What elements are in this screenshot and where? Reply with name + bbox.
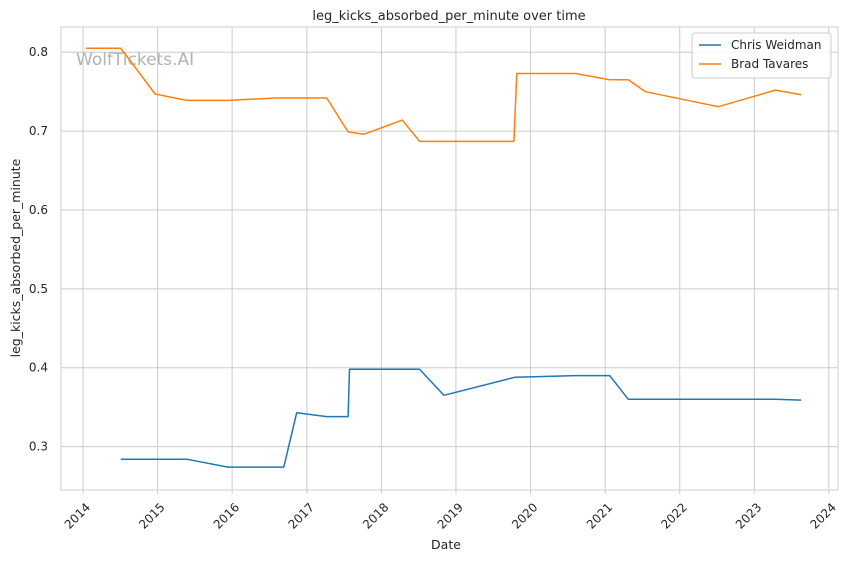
data-point-brad-tavares [774,89,777,92]
data-point-brad-tavares [574,72,577,75]
watermark: WolfTickets.AI [76,50,194,70]
series-line-brad-tavares [85,47,802,143]
data-point-brad-tavares [119,47,122,50]
x-axis-label: Date [431,537,461,552]
y-tick-label: 0.6 [29,203,48,217]
legend-box [691,32,832,79]
data-point-chris-weidman [608,374,611,377]
data-point-brad-tavares [227,99,230,102]
y-axis-ticks: 0.3 0.4 0.5 0.6 0.7 0.8 [29,45,48,453]
data-point-brad-tavares [608,78,611,81]
data-point-chris-weidman [119,458,122,461]
data-point-brad-tavares [515,72,518,75]
data-point-chris-weidman [774,398,777,401]
data-point-brad-tavares [185,99,188,102]
data-point-brad-tavares [84,47,87,50]
y-tick-label: 0.4 [29,361,48,375]
data-point-chris-weidman [185,458,188,461]
legend-label-chris-weidman: Chris Weidman [731,38,821,52]
legend: Chris Weidman Brad Tavares [691,32,832,79]
data-point-chris-weidman [800,399,803,402]
data-point-chris-weidman [574,374,577,377]
y-axis-label: leg_kicks_absorbed_per_minute [8,158,23,357]
y-tick-label: 0.5 [29,282,48,296]
data-point-chris-weidman [418,368,421,371]
y-tick-label: 0.3 [29,440,48,454]
data-point-chris-weidman [295,411,298,414]
chart-title: leg_kicks_absorbed_per_minute over time [312,9,585,24]
data-point-brad-tavares [800,93,803,96]
series-line-chris-weidman [120,368,802,468]
grid [61,27,838,490]
data-point-chris-weidman [325,415,328,418]
data-point-brad-tavares [274,97,277,100]
data-point-brad-tavares [717,105,720,108]
data-point-chris-weidman [442,394,445,397]
y-tick-label: 0.8 [29,45,48,59]
data-point-brad-tavares [401,119,404,122]
data-point-brad-tavares [627,78,630,81]
y-tick-label: 0.7 [29,124,48,138]
data-point-brad-tavares [154,93,157,96]
data-point-chris-weidman [514,376,517,379]
legend-label-brad-tavares: Brad Tavares [731,57,808,71]
data-point-chris-weidman [627,398,630,401]
data-point-chris-weidman [347,415,350,418]
series-layer [84,47,803,469]
data-point-brad-tavares [418,140,421,143]
data-point-chris-weidman [282,466,285,469]
plot-frame [60,26,839,491]
data-point-brad-tavares [512,140,515,143]
data-point-brad-tavares [325,97,328,100]
data-point-chris-weidman [227,466,230,469]
data-point-brad-tavares [347,130,350,133]
data-point-brad-tavares [644,90,647,93]
data-point-chris-weidman [348,368,351,371]
data-point-brad-tavares [362,133,365,136]
